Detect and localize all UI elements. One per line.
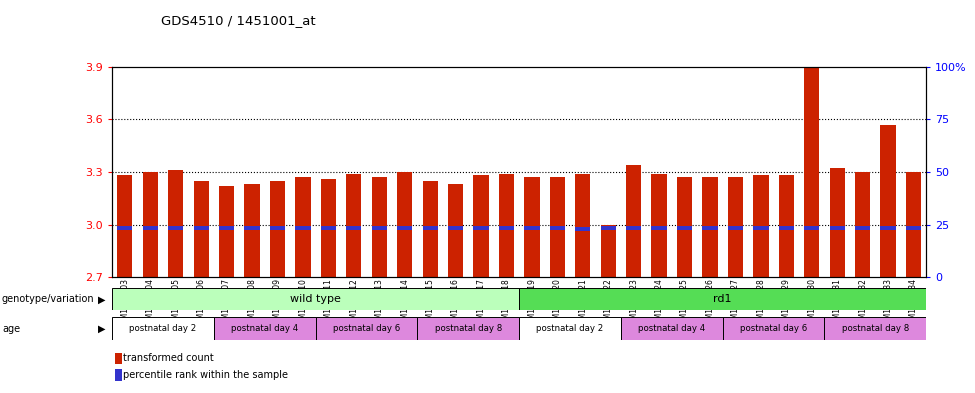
Bar	[448, 184, 463, 277]
Text: wild type: wild type	[291, 294, 341, 304]
Bar	[525, 177, 539, 277]
Bar	[830, 226, 844, 230]
Bar	[397, 172, 412, 277]
Text: postnatal day 2: postnatal day 2	[536, 324, 604, 333]
Bar	[219, 186, 234, 277]
Bar	[601, 226, 616, 230]
Bar	[474, 175, 488, 277]
Bar	[245, 226, 259, 230]
Bar	[422, 226, 438, 230]
Bar	[117, 175, 133, 277]
Bar	[855, 172, 871, 277]
Text: postnatal day 4: postnatal day 4	[231, 324, 298, 333]
Text: ▶: ▶	[98, 324, 105, 334]
Bar	[880, 125, 896, 277]
Bar	[321, 226, 336, 230]
Bar	[112, 288, 519, 310]
Bar	[651, 226, 667, 230]
Text: postnatal day 6: postnatal day 6	[740, 324, 807, 333]
Text: postnatal day 6: postnatal day 6	[332, 324, 400, 333]
Text: rd1: rd1	[714, 294, 732, 304]
Bar	[193, 226, 209, 230]
Bar	[346, 174, 362, 277]
Text: transformed count: transformed count	[123, 353, 214, 364]
Bar	[117, 226, 133, 230]
Bar	[422, 181, 438, 277]
Bar	[880, 226, 896, 230]
Text: GDS4510 / 1451001_at: GDS4510 / 1451001_at	[161, 14, 316, 27]
Bar	[550, 226, 565, 230]
Bar	[499, 174, 514, 277]
Bar	[651, 174, 667, 277]
Bar	[601, 224, 616, 277]
Bar	[295, 177, 311, 277]
Bar	[830, 169, 844, 277]
Bar	[575, 174, 591, 277]
Bar	[727, 226, 743, 230]
Bar	[448, 226, 463, 230]
Bar	[168, 170, 183, 277]
Bar	[270, 181, 285, 277]
Bar	[754, 226, 768, 230]
Text: postnatal day 8: postnatal day 8	[435, 324, 502, 333]
Bar	[519, 317, 621, 340]
Bar	[316, 317, 417, 340]
Bar	[702, 226, 718, 230]
Bar	[346, 226, 362, 230]
Bar	[270, 226, 285, 230]
Bar	[722, 317, 825, 340]
Bar	[321, 179, 336, 277]
Bar	[575, 227, 591, 231]
Bar	[193, 181, 209, 277]
Bar	[727, 177, 743, 277]
Bar	[219, 226, 234, 230]
Bar	[142, 226, 158, 230]
Bar	[626, 165, 642, 277]
Bar	[906, 172, 921, 277]
Bar	[245, 184, 259, 277]
Text: genotype/variation: genotype/variation	[2, 294, 95, 305]
Bar	[754, 175, 768, 277]
Bar	[371, 226, 387, 230]
Bar	[825, 317, 926, 340]
Bar	[168, 226, 183, 230]
Bar	[804, 226, 819, 230]
Bar	[702, 177, 718, 277]
Bar	[417, 317, 519, 340]
Text: postnatal day 2: postnatal day 2	[130, 324, 197, 333]
Text: ▶: ▶	[98, 294, 105, 305]
Text: postnatal day 4: postnatal day 4	[639, 324, 706, 333]
Bar	[295, 226, 311, 230]
Text: postnatal day 8: postnatal day 8	[841, 324, 909, 333]
Bar	[371, 177, 387, 277]
Bar	[112, 317, 214, 340]
Bar	[550, 177, 565, 277]
Text: age: age	[2, 324, 20, 334]
Bar	[779, 175, 794, 277]
Bar	[677, 226, 692, 230]
Bar	[677, 177, 692, 277]
Bar	[779, 226, 794, 230]
Bar	[855, 226, 871, 230]
Bar	[525, 226, 539, 230]
Bar	[499, 226, 514, 230]
Bar	[474, 226, 488, 230]
Bar	[397, 226, 412, 230]
Text: percentile rank within the sample: percentile rank within the sample	[123, 370, 289, 380]
Bar	[626, 226, 642, 230]
Bar	[214, 317, 316, 340]
Bar	[804, 67, 819, 277]
Bar	[906, 226, 921, 230]
Bar	[621, 317, 722, 340]
Bar	[142, 172, 158, 277]
Bar	[519, 288, 926, 310]
